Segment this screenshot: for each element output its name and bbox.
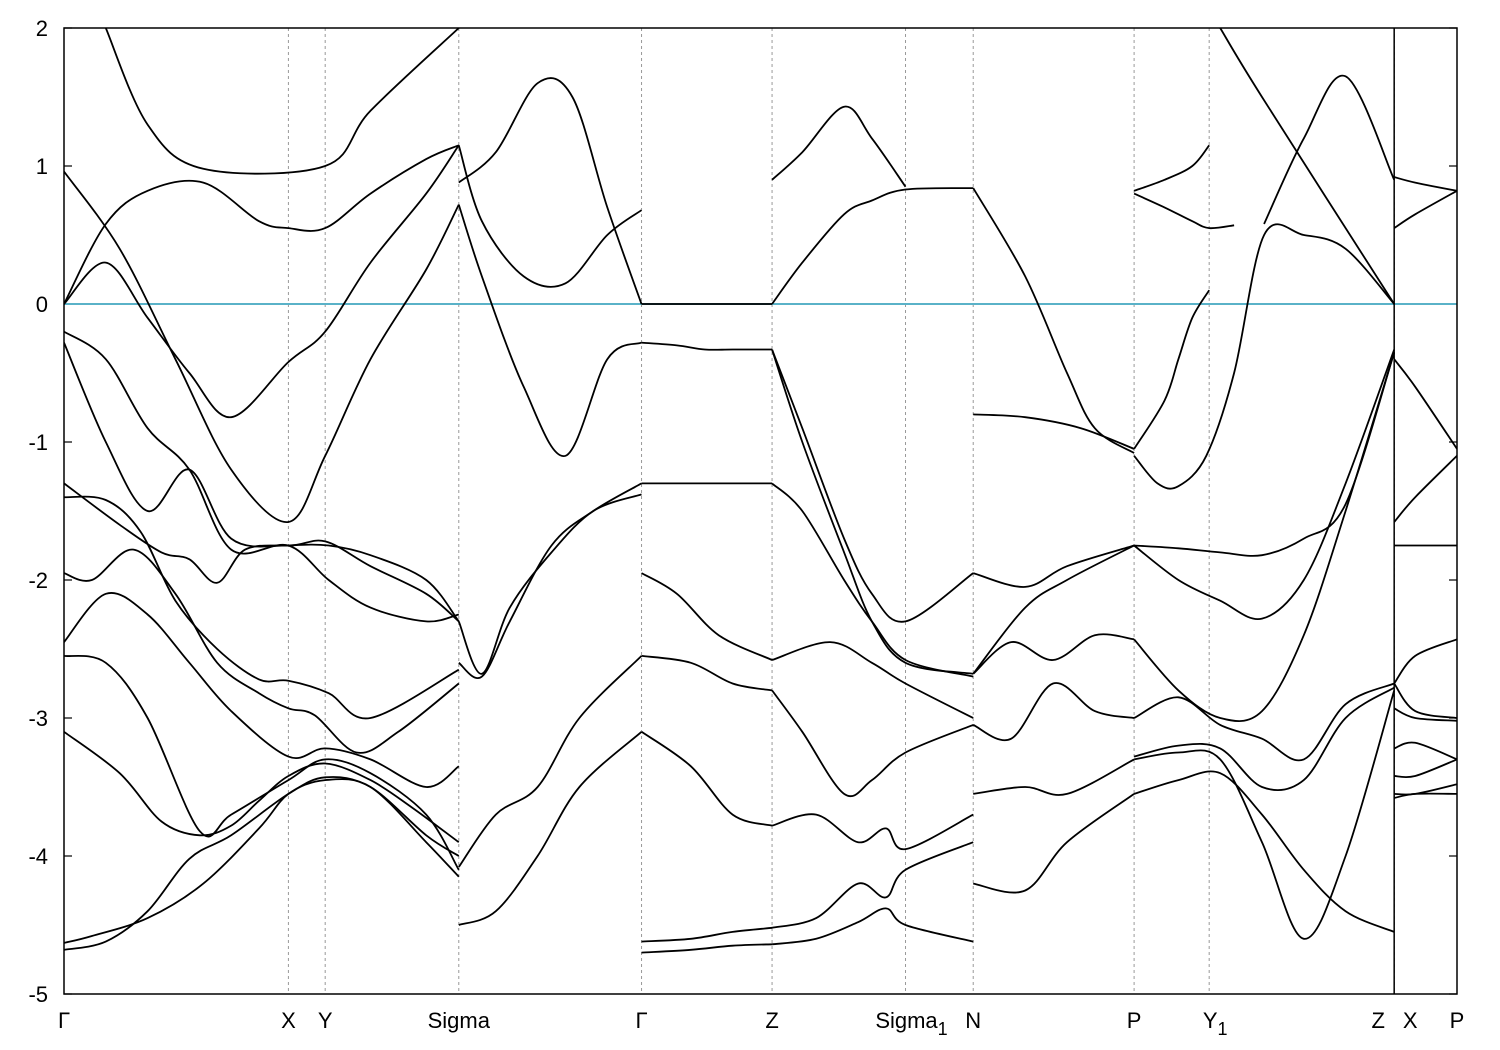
band-curve — [64, 342, 460, 623]
band-curve — [771, 482, 974, 678]
x-tick-label: X — [1403, 1008, 1418, 1033]
band-curve — [641, 731, 773, 827]
band-curve — [64, 776, 460, 951]
band-curve — [1134, 352, 1396, 557]
band-curves — [64, 28, 1457, 954]
band-curve — [972, 544, 1135, 588]
band-curve — [771, 349, 974, 675]
band-curve — [771, 349, 974, 623]
x-tick-label: Y1 — [1203, 1008, 1228, 1039]
y-tick-label: -2 — [28, 568, 48, 593]
band-curve — [972, 633, 1135, 675]
band-curve — [64, 482, 460, 622]
band-curve — [641, 926, 773, 943]
y-tick-label: -4 — [28, 844, 48, 869]
band-curve — [64, 495, 460, 720]
x-tick-label: P — [1450, 1008, 1465, 1033]
band-curve — [1133, 349, 1396, 620]
band-curve — [972, 682, 1135, 742]
band-curve — [972, 544, 1135, 675]
plot-frame — [63, 27, 1458, 995]
y-tick-label: 2 — [36, 16, 48, 41]
band-curve — [1133, 682, 1395, 762]
x-tick-label: Sigma1 — [875, 1008, 947, 1039]
band-curve — [1263, 74, 1396, 225]
x-tick-label: Sigma — [428, 1008, 491, 1033]
x-tick-label: P — [1127, 1008, 1142, 1033]
band-curve — [973, 793, 1135, 894]
x-tick-label: N — [965, 1008, 981, 1033]
band-curve — [1133, 144, 1210, 192]
band-curve — [771, 689, 974, 798]
x-tick-label: Γ — [635, 1008, 647, 1033]
band-curve — [64, 144, 460, 419]
x-tick-label: X — [281, 1008, 296, 1033]
band-curve — [972, 187, 1135, 454]
band-curve — [458, 731, 643, 926]
band-curve — [1393, 792, 1457, 799]
band-curve — [771, 841, 974, 929]
band-curve — [973, 413, 1135, 450]
band-curve — [458, 77, 643, 305]
band-curve — [1393, 358, 1457, 450]
x-tick-label: Γ — [58, 1008, 70, 1033]
x-tick-label: Z — [765, 1008, 778, 1033]
band-curve — [64, 592, 460, 788]
band-curve — [1133, 352, 1396, 722]
band-curve — [973, 758, 1135, 796]
band-curve — [641, 572, 773, 661]
band-curve — [457, 204, 642, 457]
band-curve — [1133, 289, 1210, 450]
band-curve — [1219, 28, 1395, 305]
band-curve — [64, 170, 460, 523]
band-curve — [641, 943, 773, 954]
y-tick-label: -3 — [28, 706, 48, 731]
band-curve — [1393, 707, 1457, 722]
band-curve — [771, 641, 974, 719]
band-curve — [771, 813, 974, 851]
band-curve — [641, 341, 773, 351]
y-tick-label: 0 — [36, 292, 48, 317]
y-tick-label: -1 — [28, 430, 48, 455]
band-curve — [1133, 690, 1396, 940]
kpoint-gridlines — [287, 28, 1395, 994]
y-tick-label: -5 — [28, 982, 48, 1007]
band-curve — [1133, 686, 1395, 792]
band-curve — [771, 105, 907, 188]
band-curve — [1133, 770, 1395, 933]
band-curve — [458, 482, 642, 679]
y-tick-labels: 2 1 0 -1 -2 -3 -4 -5 — [28, 16, 48, 1007]
band-curve — [457, 493, 642, 675]
x-tick-label: Y — [318, 1008, 333, 1033]
band-curve — [64, 330, 460, 623]
band-curve — [1393, 455, 1457, 523]
band-curve — [641, 655, 773, 692]
band-curve — [64, 548, 460, 754]
band-curve — [458, 655, 643, 868]
band-curve — [1133, 223, 1395, 490]
band-curve — [1393, 682, 1457, 719]
band-curve — [64, 731, 460, 843]
x-tick-label: Z — [1371, 1008, 1384, 1033]
x-tick-labels: Γ X Y Sigma Γ Z Sigma1 N P Y1 Z X P — [58, 1008, 1464, 1039]
band-curve — [771, 187, 974, 305]
band-curve — [1394, 758, 1457, 779]
band-curve — [1393, 638, 1457, 685]
band-curve — [1393, 190, 1457, 229]
band-curve — [1393, 176, 1457, 192]
band-curve — [771, 907, 974, 946]
band-curve — [64, 654, 460, 871]
band-curve — [64, 778, 460, 944]
band-curve — [64, 144, 460, 305]
band-curve — [457, 145, 643, 288]
band-curve — [104, 28, 460, 175]
y-tick-label: 1 — [36, 154, 48, 179]
band-curve — [1133, 192, 1235, 230]
band-curve — [1393, 741, 1457, 761]
